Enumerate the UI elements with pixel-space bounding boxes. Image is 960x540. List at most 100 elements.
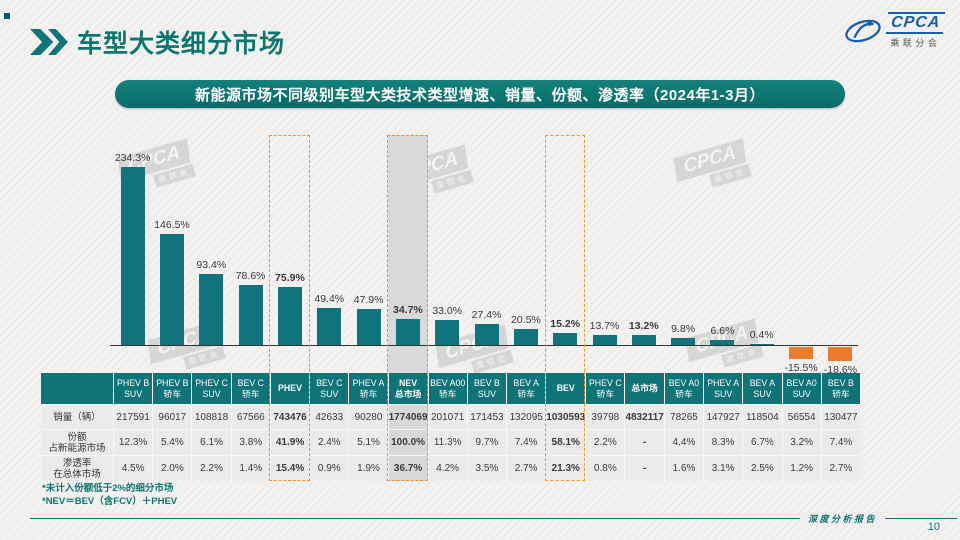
table-cell: 1030593 xyxy=(546,405,586,429)
bar-value-label: 0.4% xyxy=(749,328,774,341)
cpca-swoosh-icon xyxy=(844,19,881,42)
bar xyxy=(120,167,145,345)
table-cell: 4832117 xyxy=(625,405,664,429)
bar xyxy=(356,308,381,345)
table-header-cell: BEV A 轿车 xyxy=(507,373,546,404)
footnotes: *未计入份额低于2%的细分市场 *NEV＝BEV（含FCV）＋PHEV xyxy=(42,482,177,508)
bar xyxy=(317,307,342,345)
table-cell: 5.4% xyxy=(153,430,192,455)
bar-value-label: 146.5% xyxy=(154,218,190,231)
x-axis-line xyxy=(110,345,858,346)
table-cell: 56554 xyxy=(782,405,821,429)
table-cell: 1774069 xyxy=(388,405,428,429)
table-cell: 7.4% xyxy=(507,430,546,455)
bar xyxy=(474,324,499,345)
bar-value-label: 13.2% xyxy=(628,319,659,332)
table-cell: 78265 xyxy=(664,405,704,429)
footnote: *未计入份额低于2%的细分市场 xyxy=(42,483,174,494)
cpca-logo-text: CPCA 乘联分会 xyxy=(885,12,946,49)
bar-value-label: 33.0% xyxy=(432,304,463,317)
row-label: 销量（辆） xyxy=(41,405,113,429)
table-cell: 108818 xyxy=(192,405,231,429)
bar xyxy=(671,337,696,345)
bar-value-label: 20.5% xyxy=(510,314,541,327)
bar xyxy=(592,334,617,345)
footnote: *NEV＝BEV（含FCV）＋PHEV xyxy=(42,496,178,507)
table-header-cell: NEV 总市场 xyxy=(388,373,428,404)
table-cell: 0.9% xyxy=(310,456,349,481)
table-cell: 1.6% xyxy=(664,456,704,481)
table-cell: - xyxy=(625,456,664,481)
table-header-cell: PHEV A SUV xyxy=(704,373,743,404)
bar-value-label: 6.6% xyxy=(710,324,735,337)
table-cell: 21.3% xyxy=(546,456,586,481)
table-cell: 15.4% xyxy=(270,456,310,481)
bar xyxy=(435,319,460,345)
table-cell: 96017 xyxy=(153,405,192,429)
table-cell: 90280 xyxy=(349,405,388,429)
table-cell: 41.9% xyxy=(270,430,310,455)
table-cell: 0.8% xyxy=(586,456,625,481)
table-header-cell: PHEV B SUV xyxy=(114,373,153,404)
table-cell: 9.7% xyxy=(467,430,507,455)
row-label: 渗透率 在总体市场 xyxy=(41,456,113,481)
table-header-cell: BEV C 轿车 xyxy=(231,373,270,404)
table-cell: 11.3% xyxy=(428,430,467,455)
bar xyxy=(199,274,224,345)
table-header-cell: 总市场 xyxy=(625,373,664,404)
table-cell: 1.9% xyxy=(349,456,388,481)
table-cell: 3.2% xyxy=(782,430,821,455)
bar-value-label: 49.4% xyxy=(314,292,345,305)
table-header-cell: PHEV C SUV xyxy=(192,373,231,404)
bar-value-label: 9.8% xyxy=(671,322,696,335)
corner-mark xyxy=(4,13,10,19)
bar xyxy=(238,285,263,345)
table-header-cell: PHEV C 轿车 xyxy=(586,373,625,404)
bar-value-label: 27.4% xyxy=(471,309,502,322)
table-cell: 42633 xyxy=(310,405,349,429)
table-cell: 7.4% xyxy=(821,430,860,455)
table-cell: 1.4% xyxy=(231,456,270,481)
table-cell: 8.3% xyxy=(704,430,743,455)
table-cell: 4.2% xyxy=(428,456,467,481)
bar-value-label: 75.9% xyxy=(275,272,305,285)
table-cell: 36.7% xyxy=(388,456,428,481)
table-header-cell: BEV B 轿车 xyxy=(821,373,860,404)
table-cell: 2.2% xyxy=(586,430,625,455)
bar-value-label: 34.7% xyxy=(393,303,423,316)
bar-value-label: 47.9% xyxy=(353,293,384,306)
table-cell: 3.5% xyxy=(467,456,507,481)
table-cell: 2.2% xyxy=(192,456,231,481)
table-header-cell: PHEV A 轿车 xyxy=(349,373,388,404)
table-cell: 3.1% xyxy=(704,456,743,481)
table-cell: 58.1% xyxy=(546,430,586,455)
bar-value-label: 234.3% xyxy=(114,152,151,165)
table-cell: 67566 xyxy=(231,405,270,429)
data-table: PHEV B SUV PHEV B 轿车 PHEV C SUV BEV C 轿车 PHE… xyxy=(41,373,860,481)
bar xyxy=(159,233,184,345)
bar-value-label: 15.2% xyxy=(550,318,581,331)
table-cell: 217591 xyxy=(114,405,153,429)
row-label: 份额 占新能源市场 xyxy=(41,430,113,455)
table-cell: 201071 xyxy=(428,405,467,429)
bar xyxy=(553,333,578,345)
bar xyxy=(710,339,735,345)
table-cell: 4.4% xyxy=(664,430,704,455)
double-chevron-icon xyxy=(30,29,68,55)
table-header-cell: BEV C SUV xyxy=(310,373,349,404)
table-cell: 2.5% xyxy=(743,456,782,481)
table-header-cell: BEV A0 SUV xyxy=(782,373,821,404)
table-cell: 12.3% xyxy=(114,430,153,455)
bar xyxy=(395,318,420,345)
bar-value-label: 78.6% xyxy=(235,270,266,283)
table-cell: 4.5% xyxy=(114,456,153,481)
cpca-chinese-name: 乘联分会 xyxy=(890,38,941,48)
bar xyxy=(828,347,853,362)
table-cell: - xyxy=(625,430,664,455)
table-cell: 39798 xyxy=(586,405,625,429)
page-number: 10 xyxy=(927,521,940,533)
bar xyxy=(277,287,302,345)
table-cell: 2.7% xyxy=(821,456,860,481)
bar xyxy=(749,343,774,345)
